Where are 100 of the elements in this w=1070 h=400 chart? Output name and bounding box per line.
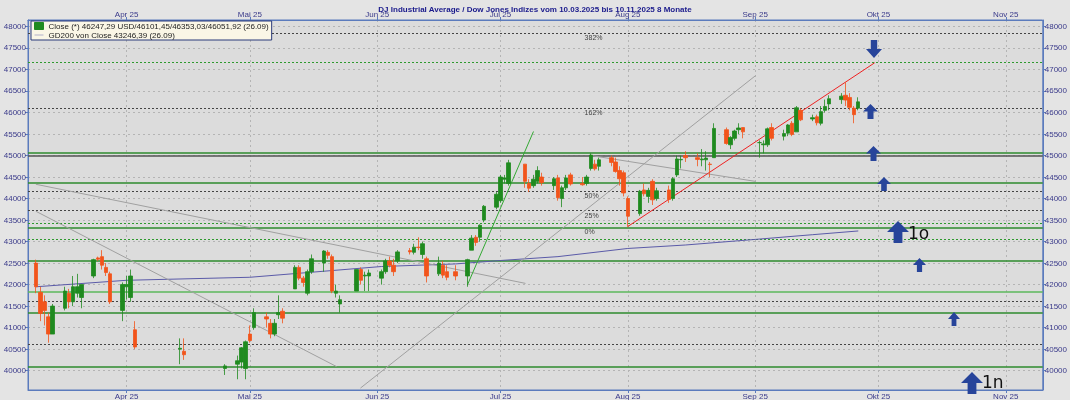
candlestick <box>420 241 425 260</box>
candlestick <box>523 163 527 189</box>
candlestick <box>223 363 227 376</box>
y-tick-label: 44000 <box>3 194 27 204</box>
candlestick <box>794 105 799 133</box>
x-tick-label: Sep 25 <box>742 391 769 400</box>
y2-tick-label: 46000 <box>1044 108 1068 117</box>
candlestick <box>424 256 429 283</box>
candlestick <box>757 140 762 159</box>
y-tick-label: 43500 <box>3 215 27 225</box>
candlestick <box>638 189 642 217</box>
x2-tick-label: Sep 25 <box>742 9 769 19</box>
x2-tick-label: Nov 25 <box>993 9 1019 19</box>
candlestick <box>34 259 38 294</box>
candlestick <box>50 303 55 335</box>
y-tick-label: 44500 <box>3 172 27 182</box>
candlestick <box>182 337 186 361</box>
candlestick <box>71 275 75 307</box>
x2-tick-label: Apr 25 <box>114 9 139 19</box>
x-tick-label: Apr 25 <box>114 391 139 400</box>
candlestick <box>322 249 326 273</box>
candlestick <box>584 174 589 187</box>
legend-label: GD200 von Close 43246,39 (26.09) <box>48 30 176 40</box>
y2-tick-label: 40500 <box>1044 344 1068 354</box>
candlestick <box>474 234 478 247</box>
x2-tick-label: Mai 25 <box>237 9 263 19</box>
candlestick <box>178 337 182 365</box>
candlestick <box>535 165 540 184</box>
y2-tick-label: 46500 <box>1044 86 1068 96</box>
candlestick <box>856 96 860 111</box>
x2-tick-label: Okt 25 <box>866 9 891 19</box>
y2-tick-label: 45500 <box>1044 129 1068 139</box>
x-tick-label: Nov 25 <box>993 391 1019 400</box>
candlestick <box>469 234 474 251</box>
candlestick <box>354 269 359 292</box>
candlestick <box>272 318 277 337</box>
candlestick <box>650 178 655 206</box>
candlestick <box>589 152 593 171</box>
candlestick <box>334 284 338 298</box>
candlestick <box>675 155 679 178</box>
candlestick <box>695 152 700 167</box>
y2-tick-label: 44500 <box>1044 172 1068 182</box>
candlestick <box>67 288 71 309</box>
candlestick <box>654 187 659 202</box>
y2-tick-label: 47500 <box>1044 43 1068 53</box>
y2-tick-label: 41000 <box>1044 323 1068 333</box>
y2-tick-label: 40000 <box>1044 366 1068 376</box>
candlestick <box>482 204 486 223</box>
candlestick <box>712 122 716 159</box>
candlestick <box>252 307 256 331</box>
y-tick-label: 40000 <box>3 366 27 376</box>
candlestick <box>556 174 560 202</box>
y2-tick-label: 48000 <box>1044 21 1068 31</box>
candlestick <box>395 249 400 264</box>
candlestick <box>741 127 745 139</box>
x-tick-label: Aug 25 <box>615 391 642 400</box>
candlestick <box>769 122 774 141</box>
candlestick <box>597 157 601 171</box>
candlestick <box>683 150 688 163</box>
x-tick-label: Jun 25 <box>365 391 390 400</box>
y-tick-label: 40500 <box>3 344 27 354</box>
candlestick <box>412 243 416 255</box>
candlestick <box>248 325 252 344</box>
candlestick <box>243 340 248 380</box>
y2-tick-label: 43000 <box>1044 237 1068 247</box>
candlestick <box>133 320 137 350</box>
x-tick-label: Okt 25 <box>866 391 891 400</box>
candlestick <box>478 223 482 242</box>
y-tick-label: 42000 <box>3 280 27 290</box>
candlestick <box>128 269 133 303</box>
candlestick <box>63 286 67 311</box>
candlestick <box>798 107 803 122</box>
candlestick <box>416 236 421 251</box>
annotation: 1o <box>908 223 930 243</box>
candlestick <box>91 258 96 279</box>
candlestick <box>293 264 297 290</box>
candlestick <box>671 176 675 202</box>
annotation: 1n <box>982 372 1004 392</box>
candlestick <box>790 120 794 137</box>
candlestick <box>38 286 43 322</box>
x-tick-label: Mai 25 <box>237 391 263 400</box>
candlestick <box>359 266 363 285</box>
y2-tick-label: 42000 <box>1044 280 1068 290</box>
candlestick <box>445 264 449 281</box>
x-tick-label: Jul 25 <box>489 391 512 400</box>
candlestick <box>843 81 848 107</box>
candlestick <box>642 183 646 197</box>
candlestick <box>815 114 819 126</box>
candlestick <box>621 170 626 197</box>
candlestick <box>626 196 630 227</box>
candlestick <box>276 294 281 320</box>
candlestick <box>441 260 445 279</box>
y-tick-label: 46500 <box>3 86 27 96</box>
candlestick <box>391 258 396 277</box>
y2-tick-label: 47000 <box>1044 64 1068 74</box>
y-tick-label: 42500 <box>3 258 27 268</box>
candlestick <box>367 269 371 292</box>
candlestick <box>539 172 544 187</box>
candlestick <box>704 150 708 171</box>
candlestick <box>363 271 367 292</box>
